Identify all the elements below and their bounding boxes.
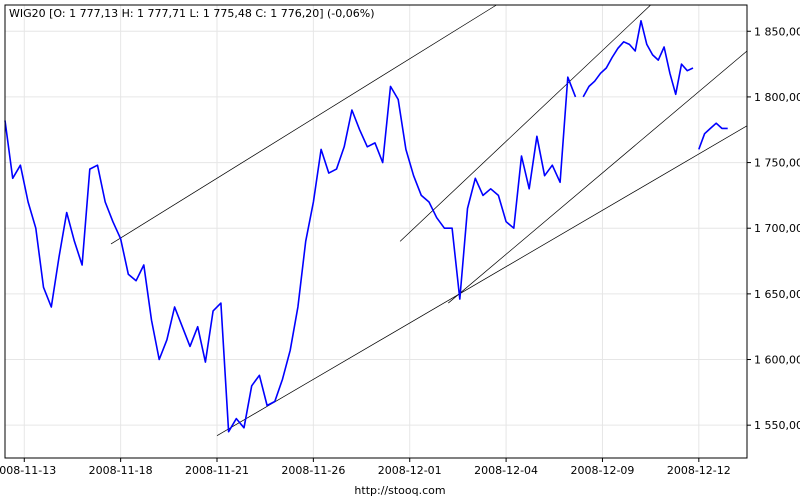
series-line: [4, 76, 577, 433]
y-tick-label: 1 650,00: [754, 288, 800, 301]
plot-frame: [4, 4, 748, 459]
y-tick-label: 1 850,00: [754, 25, 800, 38]
trend-line: [216, 125, 748, 436]
trend-line: [399, 4, 651, 242]
series-layer: [4, 19, 728, 433]
x-tick-label: 2008-11-13: [0, 464, 56, 477]
trend-line: [448, 50, 748, 304]
x-tick-label: 2008-12-01: [378, 464, 442, 477]
vertical-gridlines: [23, 5, 700, 458]
y-tick-label: 1 750,00: [754, 157, 800, 170]
horizontal-gridlines: [5, 30, 747, 426]
trend-lines: [110, 4, 748, 436]
source-link[interactable]: http://stooq.com: [354, 484, 445, 497]
x-tick-label: 2008-12-12: [667, 464, 731, 477]
legend-label: WIG20 [O: 1 777,13 H: 1 777,71 L: 1 775,…: [9, 7, 375, 20]
x-tick-label: 2008-12-04: [474, 464, 538, 477]
x-tick-label: 2008-12-09: [570, 464, 634, 477]
y-axis: 1 550,00 1 600,00 1 650,00 1 700,00 1 750,00…: [747, 25, 800, 432]
x-tick-label: 2008-11-21: [185, 464, 249, 477]
series-line: [582, 19, 694, 98]
y-tick-label: 1 800,00: [754, 91, 800, 104]
y-tick-label: 1 550,00: [754, 419, 800, 432]
x-tick-label: 2008-11-18: [89, 464, 153, 477]
y-tick-label: 1 600,00: [754, 354, 800, 367]
series-line: [698, 122, 728, 150]
trend-line: [110, 4, 497, 245]
x-tick-label: 2008-11-26: [281, 464, 345, 477]
y-tick-label: 1 700,00: [754, 222, 800, 235]
x-axis: 2008-11-13 2008-11-18 2008-11-21 2008-11-26…: [0, 458, 731, 477]
